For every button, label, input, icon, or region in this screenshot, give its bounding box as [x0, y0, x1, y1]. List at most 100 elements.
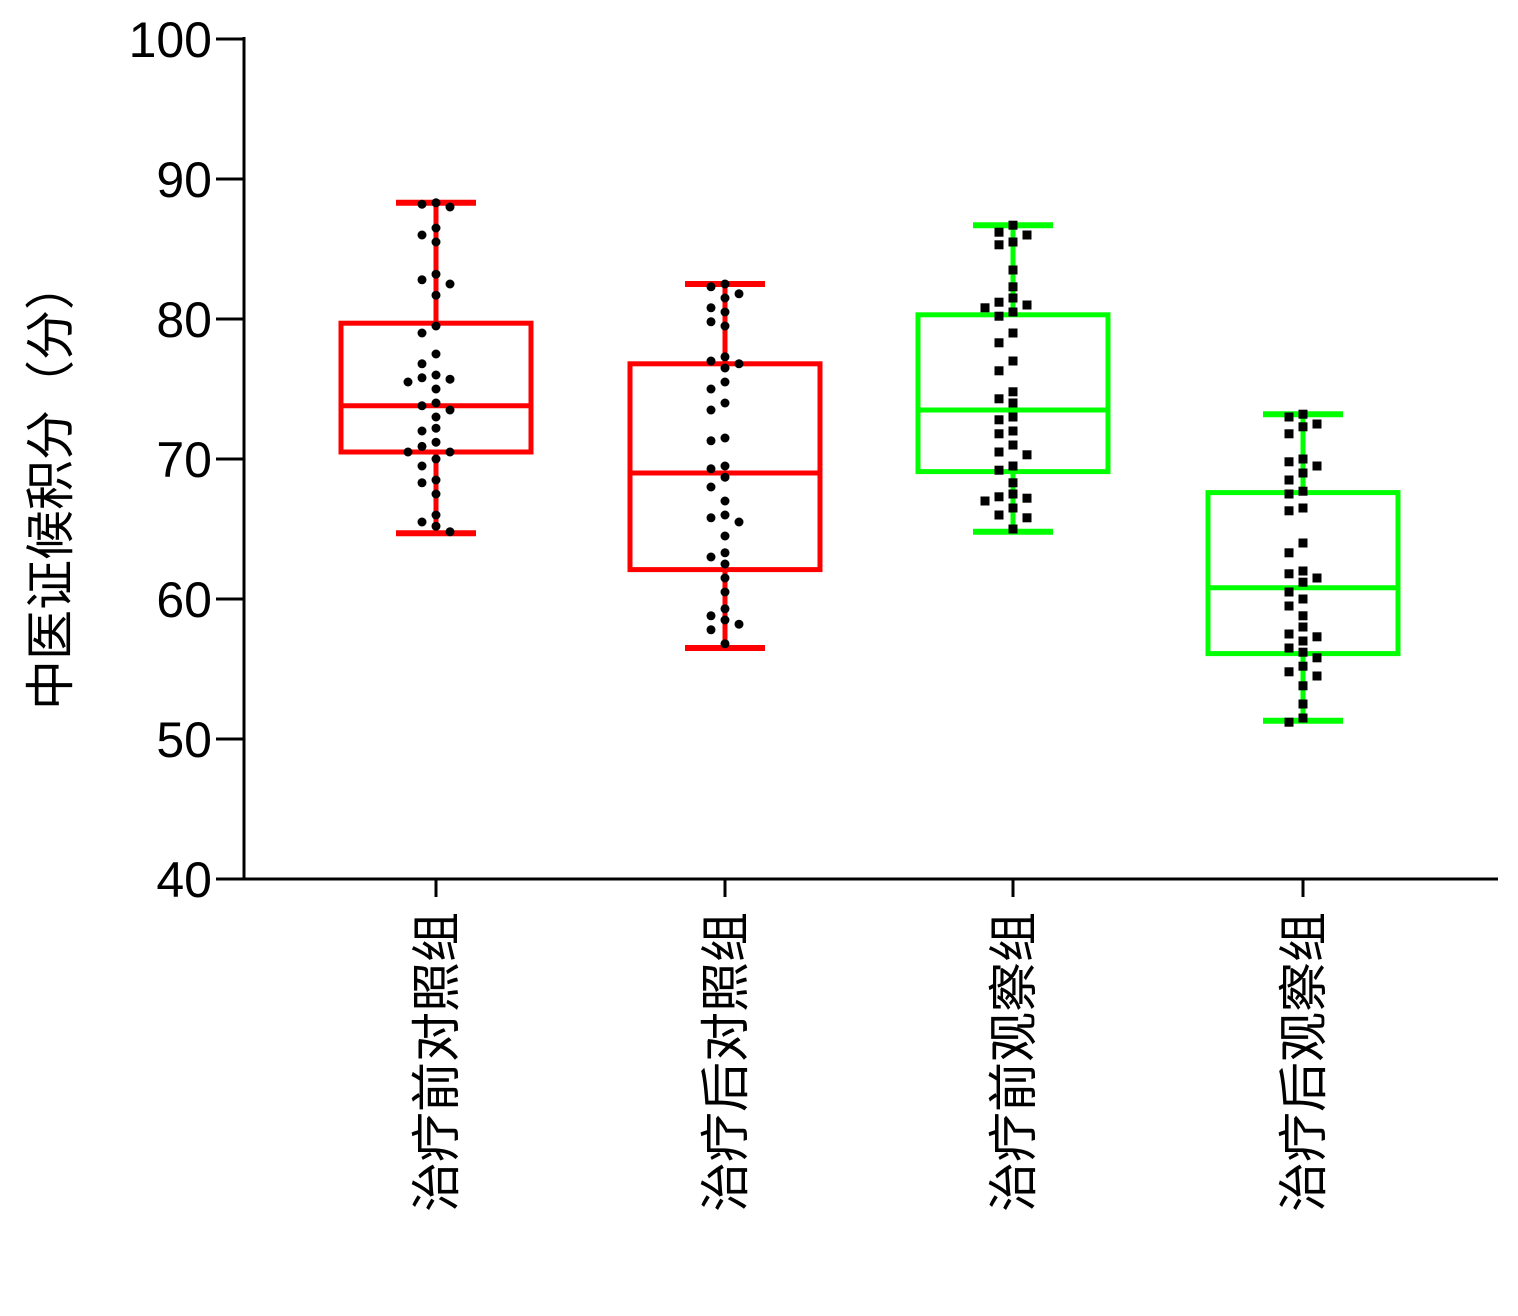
data-point: [1008, 478, 1018, 488]
data-point: [734, 359, 744, 369]
box-group: [1205, 409, 1401, 727]
data-point: [1298, 699, 1308, 709]
box-groups: [338, 198, 1401, 727]
data-point: [1008, 307, 1018, 317]
data-point: [994, 394, 1004, 404]
data-point: [720, 587, 730, 597]
data-point: [1298, 454, 1308, 464]
data-point: [994, 338, 1004, 348]
data-point: [431, 398, 441, 408]
data-point: [706, 552, 716, 562]
data-point: [720, 615, 730, 625]
data-point: [1008, 524, 1018, 534]
data-point: [1312, 461, 1322, 471]
data-point: [1298, 594, 1308, 604]
data-point: [1298, 486, 1308, 496]
data-point: [980, 303, 990, 313]
data-point: [417, 461, 427, 471]
data-point: [1312, 419, 1322, 429]
data-point: [431, 321, 441, 331]
data-point: [431, 521, 441, 531]
data-point: [720, 352, 730, 362]
data-point: [431, 475, 441, 485]
data-point: [1284, 489, 1294, 499]
data-point: [431, 510, 441, 520]
data-point: [431, 437, 441, 447]
data-point: [706, 317, 716, 327]
data-point: [1008, 356, 1018, 366]
data-point: [445, 279, 455, 289]
data-point: [1284, 667, 1294, 677]
data-point: [1008, 220, 1018, 230]
data-point: [1008, 398, 1018, 408]
data-point: [417, 441, 427, 451]
data-point: [980, 496, 990, 506]
data-point: [720, 604, 730, 614]
data-point: [706, 513, 716, 523]
data-point: [994, 447, 1004, 457]
data-point: [994, 240, 1004, 250]
x-tick-label: 治疗后观察组: [1275, 912, 1333, 1212]
data-point: [1008, 237, 1018, 247]
data-point: [431, 423, 441, 433]
data-point: [720, 433, 730, 443]
data-point: [1008, 461, 1018, 471]
data-point: [1284, 587, 1294, 597]
data-point: [706, 625, 716, 635]
data-point: [706, 482, 716, 492]
data-point: [994, 429, 1004, 439]
data-point: [445, 202, 455, 212]
data-point: [1298, 538, 1308, 548]
data-point: [431, 269, 441, 279]
data-point: [445, 527, 455, 537]
data-point: [994, 465, 1004, 475]
data-point: [431, 349, 441, 359]
box-group: [915, 220, 1111, 535]
data-point: [1298, 636, 1308, 646]
data-point: [706, 303, 716, 313]
data-point: [1008, 440, 1018, 450]
data-point: [1008, 426, 1018, 436]
data-point: [431, 290, 441, 300]
data-point: [1008, 412, 1018, 422]
data-point: [1298, 503, 1308, 513]
data-point: [734, 289, 744, 299]
data-point: [1298, 661, 1308, 671]
data-point: [417, 426, 427, 436]
data-point: [720, 307, 730, 317]
y-tick-label: 40: [156, 852, 212, 908]
data-point: [706, 436, 716, 446]
data-point: [417, 401, 427, 411]
data-point: [720, 472, 730, 482]
data-point: [417, 517, 427, 527]
data-point: [706, 464, 716, 474]
data-point: [1284, 717, 1294, 727]
data-point: [720, 293, 730, 303]
data-point: [1022, 513, 1032, 523]
data-point: [1008, 503, 1018, 513]
data-point: [1284, 569, 1294, 579]
data-point: [720, 510, 730, 520]
data-point: [1312, 653, 1322, 663]
data-point: [1298, 713, 1308, 723]
data-point: [706, 282, 716, 292]
data-point: [403, 377, 413, 387]
data-point: [720, 363, 730, 373]
data-point: [1284, 548, 1294, 558]
data-point: [1284, 506, 1294, 516]
data-point: [403, 447, 413, 457]
data-point: [1312, 573, 1322, 583]
data-point: [431, 223, 441, 233]
data-point: [431, 370, 441, 380]
data-point: [1298, 577, 1308, 587]
y-axis-label: 中医证候积分（分）: [22, 260, 80, 710]
data-point: [720, 496, 730, 506]
data-point: [1298, 422, 1308, 432]
data-point: [1298, 566, 1308, 576]
data-point: [1298, 622, 1308, 632]
data-point: [720, 548, 730, 558]
data-point: [431, 412, 441, 422]
data-point: [994, 510, 1004, 520]
data-point: [431, 384, 441, 394]
